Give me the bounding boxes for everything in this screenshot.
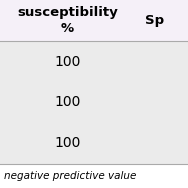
FancyBboxPatch shape <box>0 41 188 82</box>
Text: susceptibility
%: susceptibility % <box>17 6 118 35</box>
Text: 100: 100 <box>55 96 81 109</box>
FancyBboxPatch shape <box>0 82 188 123</box>
FancyBboxPatch shape <box>0 164 188 188</box>
FancyBboxPatch shape <box>0 0 188 41</box>
Text: 100: 100 <box>55 136 81 150</box>
Text: Sp: Sp <box>145 14 164 27</box>
Text: negative predictive value: negative predictive value <box>4 171 136 181</box>
Text: 100: 100 <box>55 55 81 69</box>
FancyBboxPatch shape <box>0 123 188 164</box>
